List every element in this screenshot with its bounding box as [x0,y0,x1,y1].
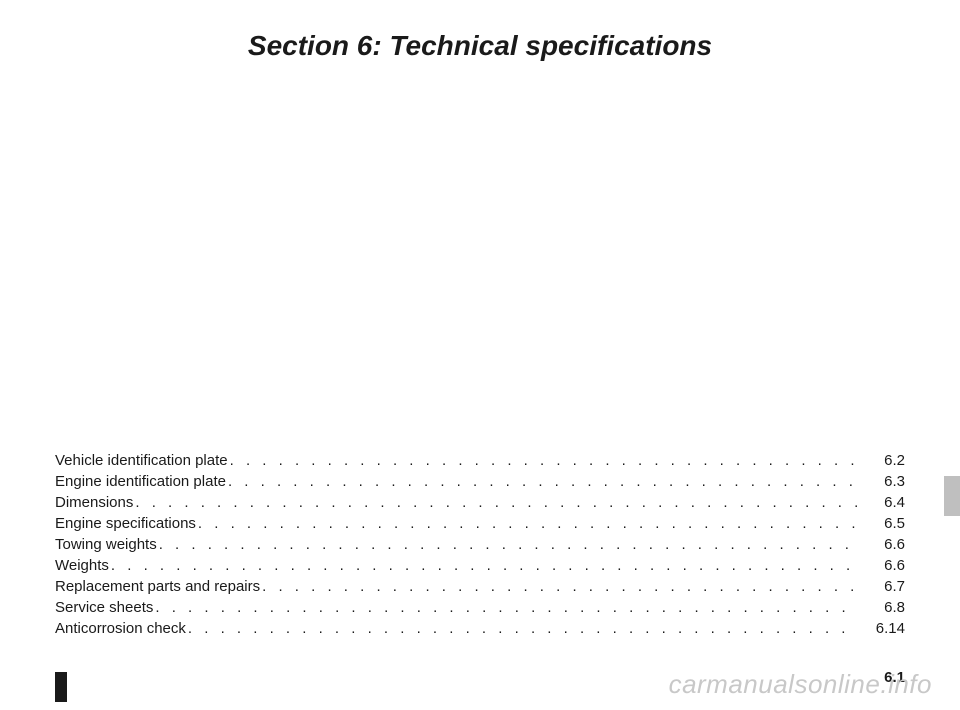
toc-leader-dots [186,618,857,639]
toc-leader-dots [157,534,857,555]
toc-leader-dots [228,450,857,471]
toc-row: Service sheets 6.8 [55,597,905,618]
toc-leader-dots [226,471,857,492]
toc-label: Towing weights [55,534,157,555]
page-number: 6.1 [884,669,905,686]
toc-page: 6.6 [857,534,905,555]
section-tab-marker [944,476,960,516]
manual-page: Section 6: Technical specifications Vehi… [0,0,960,710]
toc-label: Dimensions [55,492,133,513]
toc-page: 6.2 [857,450,905,471]
toc-page: 6.7 [857,576,905,597]
toc-row: Replacement parts and repairs 6.7 [55,576,905,597]
toc-label: Service sheets [55,597,153,618]
toc-row: Weights 6.6 [55,555,905,576]
toc-row: Engine identification plate 6.3 [55,471,905,492]
toc-page: 6.14 [857,618,905,639]
toc-leader-dots [133,492,857,513]
toc-label: Engine specifications [55,513,196,534]
toc-label: Vehicle identification plate [55,450,228,471]
toc-row: Dimensions 6.4 [55,492,905,513]
toc-label: Weights [55,555,109,576]
toc-page: 6.6 [857,555,905,576]
page-title: Section 6: Technical specifications [55,30,905,62]
toc-leader-dots [153,597,857,618]
table-of-contents: Vehicle identification plate 6.2 Engine … [55,450,905,639]
toc-leader-dots [260,576,857,597]
toc-label: Replacement parts and repairs [55,576,260,597]
toc-row: Vehicle identification plate 6.2 [55,450,905,471]
toc-page: 6.5 [857,513,905,534]
toc-row: Engine specifications 6.5 [55,513,905,534]
toc-label: Engine identification plate [55,471,226,492]
toc-leader-dots [196,513,857,534]
bleed-mark-icon [55,672,67,702]
toc-page: 6.4 [857,492,905,513]
toc-page: 6.8 [857,597,905,618]
toc-row: Anticorrosion check 6.14 [55,618,905,639]
toc-label: Anticorrosion check [55,618,186,639]
toc-leader-dots [109,555,857,576]
toc-row: Towing weights 6.6 [55,534,905,555]
toc-page: 6.3 [857,471,905,492]
